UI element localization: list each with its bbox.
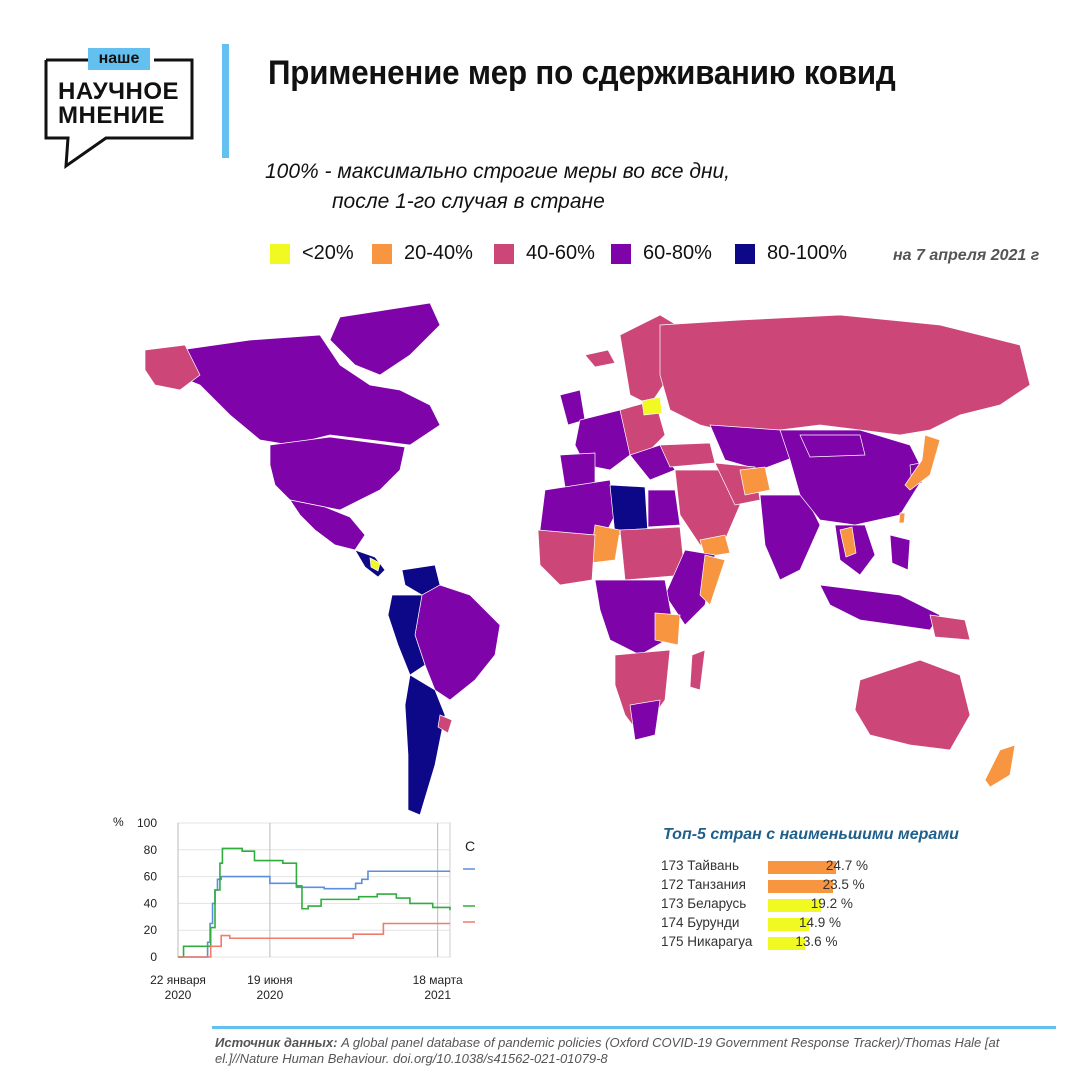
region-australia: [854, 659, 971, 751]
top5-name: 172 Танзания: [661, 877, 746, 892]
region-japan: [904, 434, 941, 491]
legend-swatch: [494, 243, 514, 264]
legend-item-60-80: 60-80%: [611, 242, 712, 265]
region-vietnam: [839, 526, 857, 558]
y-tick-label: 40: [144, 896, 158, 910]
legend-label: 80-100%: [767, 242, 848, 264]
top5-value: 14.9 %: [798, 915, 842, 930]
region-egypt: [647, 489, 681, 528]
region-west-africa: [537, 529, 596, 586]
region-new-zealand: [984, 744, 1016, 788]
region-alaska: [144, 344, 201, 391]
top5-value: 13.6 %: [795, 934, 838, 949]
chart-plot-area: [177, 822, 451, 958]
region-afghanistan: [739, 466, 771, 496]
subtitle-line-1: 100% - максимально строгие меры во все д…: [265, 160, 731, 183]
legend-swatch: [372, 243, 392, 264]
y-tick-label: 100: [137, 816, 157, 830]
legend-swatch: [611, 243, 631, 264]
legend-item-80-100: 80-100%: [735, 242, 847, 265]
y-tick-label: 80: [144, 843, 158, 857]
footer-divider: [212, 1026, 1056, 1029]
top5-bar: [768, 861, 836, 874]
region-tanzania: [654, 612, 681, 646]
top5-name: 175 Никарагуа: [661, 934, 753, 949]
logo-line-1: НАУЧНОЕ: [58, 78, 180, 105]
x-tick-label: 19 июня: [247, 973, 293, 987]
region-canada: [174, 334, 441, 446]
x-tick-label-year: 2021: [424, 988, 451, 1002]
region-nicaragua: [369, 557, 381, 572]
legend-item-lt20: <20%: [270, 242, 354, 265]
x-tick-label-year: 2020: [257, 988, 284, 1002]
subtitle-line-2: после 1-го случая в стране: [332, 190, 605, 213]
x-tick-label-year: 2020: [165, 988, 192, 1002]
legend-item-20-40: 20-40%: [372, 242, 473, 265]
region-madagascar: [689, 649, 706, 691]
legend-label: 40-60%: [526, 242, 595, 264]
source-label: Источник данных:: [215, 1035, 338, 1050]
region-libya: [609, 484, 649, 536]
top5-name: 173 Беларусь: [661, 896, 747, 911]
legend-item-40-60: 40-60%: [494, 242, 595, 265]
y-tick-label: 20: [144, 923, 158, 937]
top5-value: 19.2 %: [810, 896, 853, 911]
y-tick-label: 0: [150, 950, 157, 964]
top5-bar: [768, 937, 806, 950]
region-iberia: [559, 452, 596, 488]
data-date: на 7 апреля 2021 г: [893, 247, 1040, 264]
region-east-africa: [664, 549, 716, 626]
region-usa: [269, 436, 406, 511]
region-uruguay: [437, 714, 453, 734]
region-brazil: [414, 584, 501, 701]
region-andes: [387, 594, 426, 676]
title-accent-bar: [222, 44, 229, 158]
region-somalia: [699, 554, 726, 606]
x-tick-label: 18 марта: [413, 973, 463, 987]
series-line-2: [178, 922, 450, 958]
legend-swatch: [270, 243, 290, 264]
top5-bar: [768, 880, 833, 893]
region-russia: [659, 314, 1031, 436]
chart-legend-title: Страна: [465, 838, 475, 854]
top5-value: 23.5 %: [822, 877, 865, 892]
source-note: Источник данных: A global panel database…: [215, 1035, 1045, 1067]
top5-name: 174 Бурунди: [661, 915, 740, 930]
y-tick-label: 60: [144, 870, 158, 884]
top5-title: Топ-5 стран с наименьшими мерами: [663, 826, 959, 843]
region-greenland: [329, 302, 441, 376]
region-philippines: [889, 534, 911, 571]
region-kazakhstan: [709, 424, 801, 471]
legend-label: 20-40%: [404, 242, 473, 264]
region-yemen: [699, 534, 731, 558]
region-belarus: [641, 396, 663, 416]
logo-badge: наше: [88, 48, 150, 70]
region-taiwan: [898, 512, 906, 524]
region-argentina-chile: [404, 674, 446, 816]
page-title: Применение мер по сдерживанию ковид: [268, 54, 896, 92]
y-axis-label: %: [113, 815, 124, 829]
logo-line-2: МНЕНИЕ: [58, 102, 165, 129]
top5-bar: [768, 918, 809, 931]
source-text: A global panel database of pandemic poli…: [215, 1035, 1000, 1066]
world-map: [144, 302, 1031, 816]
legend-swatch: [735, 243, 755, 264]
legend-label: <20%: [302, 242, 354, 264]
x-tick-label: 22 января: [150, 973, 206, 987]
top5-value: 24.7 %: [825, 858, 868, 873]
top5-bar: [768, 899, 821, 912]
region-turkey: [659, 442, 716, 468]
region-indonesia: [819, 584, 941, 631]
region-south-africa: [629, 699, 661, 741]
region-iceland: [584, 349, 616, 368]
logo: [44, 58, 194, 170]
region-central-america: [354, 549, 386, 578]
region-papua: [929, 614, 971, 641]
top5-name: 173 Тайвань: [661, 858, 739, 873]
region-mongolia: [799, 434, 866, 458]
series-line-1: [178, 847, 451, 958]
legend-label: 60-80%: [643, 242, 712, 264]
